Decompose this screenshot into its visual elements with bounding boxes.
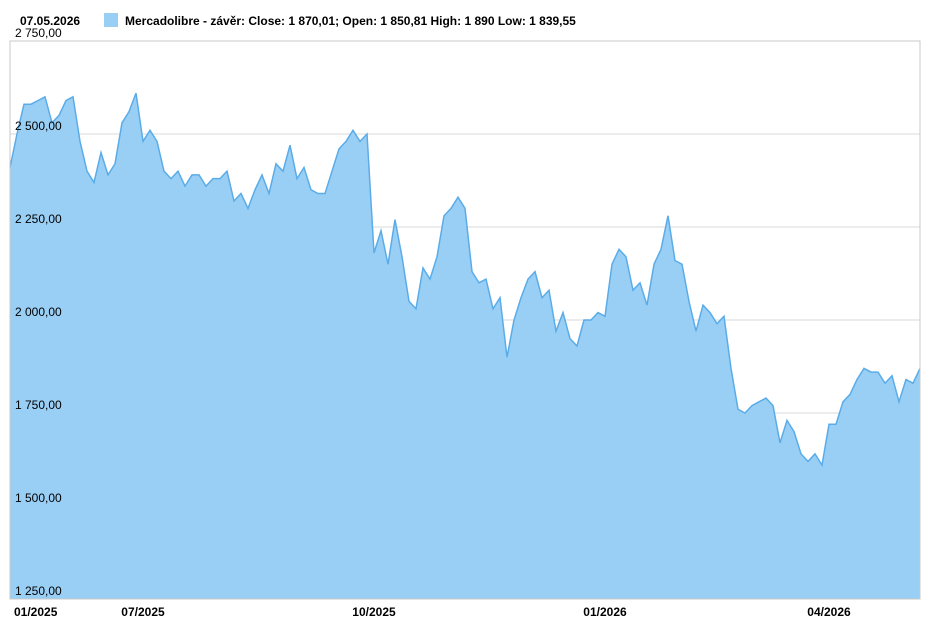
x-tick-label: 04/2026 xyxy=(807,605,851,619)
legend-label: Mercadolibre - závěr: Close: 1 870,01; O… xyxy=(125,14,576,28)
plot-frame xyxy=(9,40,921,600)
y-tick-label: 2 750,00 xyxy=(15,26,62,40)
y-tick-label: 1 500,00 xyxy=(15,491,62,505)
y-tick-label: 2 000,00 xyxy=(15,305,62,319)
y-tick-label: 2 250,00 xyxy=(15,212,62,226)
x-tick-label: 01/2026 xyxy=(583,605,627,619)
x-tick-label: 10/2025 xyxy=(352,605,396,619)
area xyxy=(10,93,920,599)
legend-swatch xyxy=(104,13,118,27)
date: 07.05.2026 xyxy=(20,14,80,28)
y-tick-label: 1 250,00 xyxy=(15,584,62,598)
y-tick-label: 2 500,00 xyxy=(15,119,62,133)
x-tick-label: 07/2025 xyxy=(121,605,165,619)
line xyxy=(9,92,921,468)
x-tick-label: 01/2025 xyxy=(14,605,58,619)
y-tick-label: 1 750,00 xyxy=(15,398,62,412)
